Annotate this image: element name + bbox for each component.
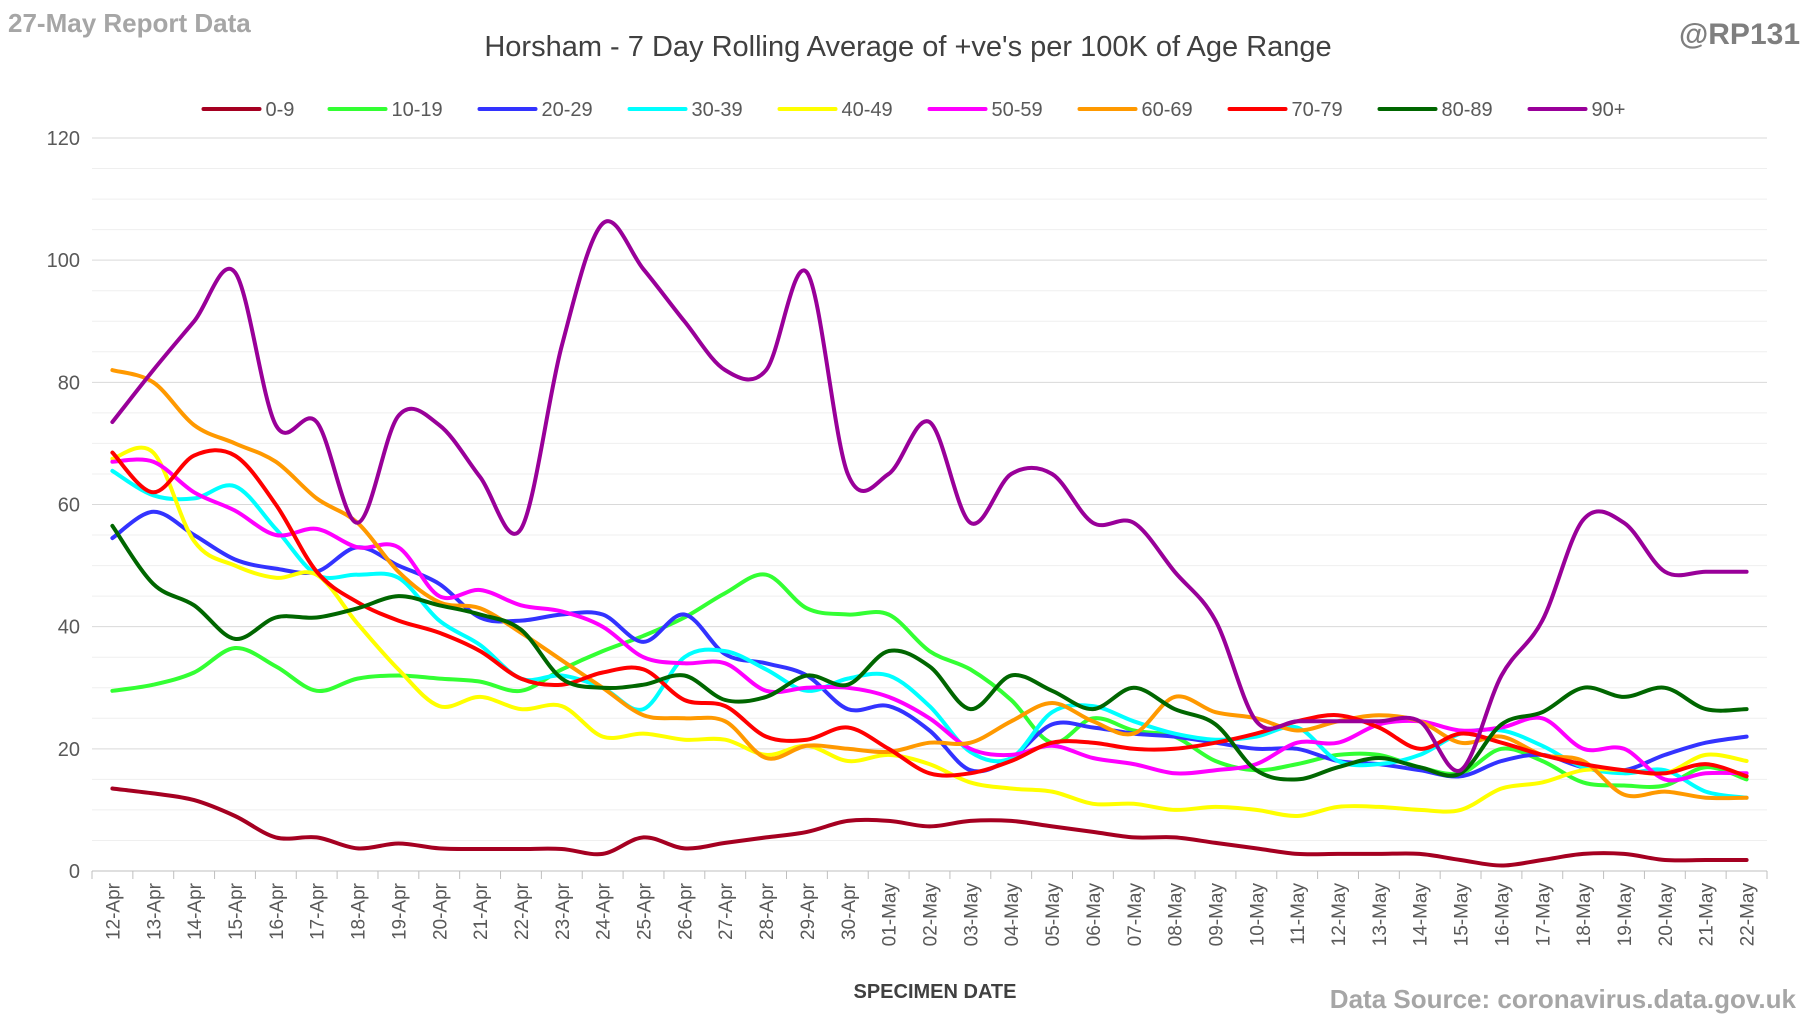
legend-label: 0-9 xyxy=(266,99,295,121)
x-tick-label: 21-May xyxy=(1697,883,1718,947)
x-tick-label: 15-May xyxy=(1452,883,1473,947)
y-tick-label: 120 xyxy=(47,128,80,150)
chart-title: Horsham - 7 Day Rolling Average of +ve's… xyxy=(484,31,1331,63)
y-tick-label: 0 xyxy=(69,861,80,883)
legend-label: 60-69 xyxy=(1142,99,1193,121)
x-tick-label: 26-Apr xyxy=(675,882,696,940)
x-tick-label: 05-May xyxy=(1043,883,1064,947)
y-tick-label: 80 xyxy=(58,372,80,394)
x-tick-label: 01-May xyxy=(880,883,901,947)
x-tick-label: 27-Apr xyxy=(716,882,737,940)
x-tick-label: 14-Apr xyxy=(185,882,206,940)
x-tick-label: 12-Apr xyxy=(103,882,124,940)
series-line-60-69 xyxy=(110,368,1749,801)
x-tick-label: 15-Apr xyxy=(226,882,247,940)
x-tick-label: 17-Apr xyxy=(308,882,329,940)
x-tick-label: 14-May xyxy=(1411,883,1432,947)
x-tick-label: 22-Apr xyxy=(512,882,533,940)
legend-label: 20-29 xyxy=(542,99,593,121)
x-axis-ticks: 12-Apr 13-Apr 14-Apr 15-Apr 16-Apr 17-Apr 18-A… xyxy=(91,871,1768,947)
x-tick-label: 07-May xyxy=(1125,883,1146,947)
x-tick-label: 17-May xyxy=(1533,883,1554,947)
y-tick-label: 60 xyxy=(58,495,80,517)
x-tick-label: 18-May xyxy=(1574,883,1595,947)
y-tick-label: 100 xyxy=(47,250,80,272)
author-handle: @RP131 xyxy=(1679,18,1800,51)
legend-label: 90+ xyxy=(1592,99,1626,121)
x-tick-label: 06-May xyxy=(1084,883,1105,947)
y-tick-label: 20 xyxy=(58,739,80,761)
legend: 0-9 10-19 20-29 30-39 40-49 50-59 60-69 70-79 80… xyxy=(201,99,1626,121)
series-line-80-89 xyxy=(110,523,1749,782)
x-tick-label: 23-Apr xyxy=(553,882,574,940)
x-axis-label: SPECIMEN DATE xyxy=(854,981,1017,1003)
x-tick-label: 25-Apr xyxy=(635,882,656,940)
x-tick-label: 24-Apr xyxy=(594,882,615,940)
series-lines xyxy=(110,219,1749,868)
x-tick-label: 13-May xyxy=(1370,883,1391,947)
x-tick-label: 13-Apr xyxy=(144,882,165,940)
x-tick-label: 28-Apr xyxy=(757,882,778,940)
legend-label: 70-79 xyxy=(1292,99,1343,121)
legend-label: 40-49 xyxy=(842,99,893,121)
x-tick-label: 10-May xyxy=(1247,883,1268,947)
legend-label: 30-39 xyxy=(692,99,743,121)
y-axis-ticks: 0 20 40 60 80 100 120 xyxy=(47,128,80,883)
x-tick-label: 02-May xyxy=(921,883,942,947)
series-line-10-19 xyxy=(110,572,1749,789)
x-tick-label: 16-Apr xyxy=(267,882,288,940)
legend-label: 50-59 xyxy=(992,99,1043,121)
legend-label: 80-89 xyxy=(1442,99,1493,121)
x-tick-label: 08-May xyxy=(1166,883,1187,947)
series-line-0-9 xyxy=(110,786,1749,868)
x-tick-label: 03-May xyxy=(961,883,982,947)
x-tick-label: 22-May xyxy=(1738,883,1759,947)
x-tick-label: 19-Apr xyxy=(389,882,410,940)
data-source-label: Data Source: coronavirus.data.gov.uk xyxy=(1329,984,1796,1014)
x-tick-label: 04-May xyxy=(1002,883,1023,947)
x-tick-label: 16-May xyxy=(1492,883,1513,947)
x-tick-label: 20-May xyxy=(1656,883,1677,947)
x-tick-label: 21-Apr xyxy=(471,882,492,940)
x-tick-label: 20-Apr xyxy=(430,882,451,940)
x-tick-label: 30-Apr xyxy=(839,882,860,940)
x-tick-label: 19-May xyxy=(1615,883,1636,947)
x-tick-label: 29-Apr xyxy=(798,882,819,940)
report-date-label: 27-May Report Data xyxy=(8,8,251,38)
x-tick-label: 12-May xyxy=(1329,883,1350,947)
series-line-40-49 xyxy=(110,445,1749,819)
x-tick-label: 18-Apr xyxy=(349,882,370,940)
series-line-90+ xyxy=(110,219,1749,773)
series-line-70-79 xyxy=(110,448,1749,779)
gridlines xyxy=(92,137,1767,872)
y-tick-label: 40 xyxy=(58,617,80,639)
series-line-50-59 xyxy=(110,457,1749,783)
x-tick-label: 09-May xyxy=(1206,883,1227,947)
x-tick-label: 11-May xyxy=(1288,883,1309,945)
legend-label: 10-19 xyxy=(392,99,443,121)
